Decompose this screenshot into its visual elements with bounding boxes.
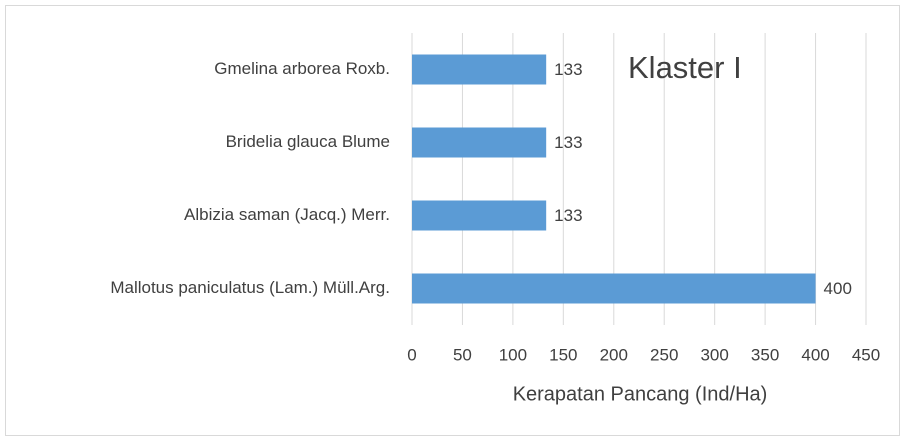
x-tick-label: 400	[801, 345, 829, 364]
y-tick-label: Gmelina arborea Roxb.	[214, 59, 390, 78]
x-tick-label: 0	[407, 345, 416, 364]
annotation: Klaster I	[628, 50, 742, 85]
x-tick-label: 450	[852, 345, 880, 364]
bar	[412, 54, 547, 85]
x-tick-label: 150	[549, 345, 577, 364]
x-tick-label: 300	[700, 345, 728, 364]
x-axis-title: Kerapatan Pancang (Ind/Ha)	[513, 383, 768, 405]
data-label: 133	[554, 60, 582, 79]
bar	[412, 273, 816, 304]
bar	[412, 127, 547, 158]
x-tick-label: 50	[453, 345, 472, 364]
x-tick-label: 350	[751, 345, 779, 364]
data-label: 133	[554, 206, 582, 225]
data-label: 133	[554, 133, 582, 152]
x-tick-label: 250	[650, 345, 678, 364]
y-tick-label: Mallotus paniculatus (Lam.) Müll.Arg.	[110, 278, 390, 297]
x-tick-label: 200	[600, 345, 628, 364]
data-label: 400	[824, 279, 852, 298]
y-tick-label: Albizia saman (Jacq.) Merr.	[184, 205, 390, 224]
bar	[412, 200, 547, 231]
x-tick-label: 100	[499, 345, 527, 364]
y-tick-label: Bridelia glauca Blume	[226, 132, 390, 151]
